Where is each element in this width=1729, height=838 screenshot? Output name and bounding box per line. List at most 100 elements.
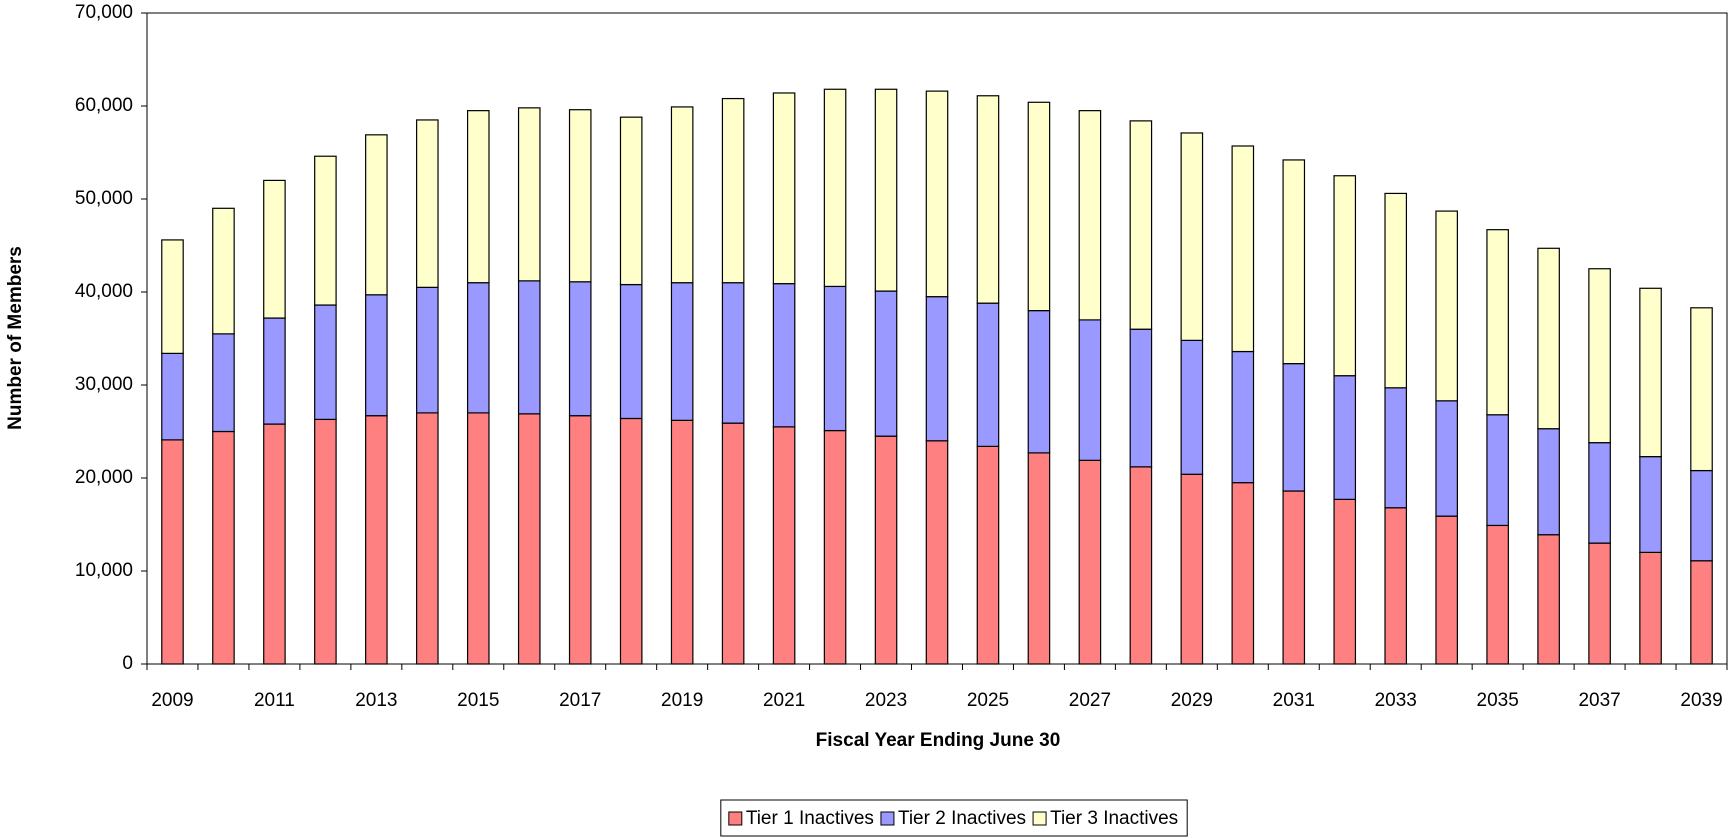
bar-segment <box>568 415 592 665</box>
bar-segment <box>721 422 745 665</box>
x-tick-label: 2021 <box>763 690 805 711</box>
bar-segment <box>1588 542 1611 665</box>
x-tick-label: 2027 <box>1069 690 1111 711</box>
bar-segment <box>517 413 541 665</box>
y-tick-label: 0 <box>122 653 133 674</box>
bar-segment <box>721 97 745 284</box>
x-tick-label: 2035 <box>1477 690 1519 711</box>
bar-segment <box>823 285 847 432</box>
bar-segment <box>212 333 235 433</box>
y-tick-label: 10,000 <box>75 560 133 581</box>
bar-segment <box>1588 268 1611 444</box>
bar-segment <box>1537 534 1560 665</box>
y-tick-label: 50,000 <box>75 188 133 209</box>
x-tick-label: 2037 <box>1578 690 1620 711</box>
legend-swatch <box>1032 811 1047 826</box>
x-axis-title: Fiscal Year Ending June 30 <box>816 730 1061 751</box>
bar-segment <box>1690 469 1713 562</box>
bar-segment <box>619 283 643 420</box>
bar-segment <box>772 283 796 428</box>
legend-box <box>720 799 1188 837</box>
bar-segment <box>466 282 490 414</box>
bar-segment <box>823 88 847 288</box>
bar-segment <box>1384 387 1408 509</box>
bar-segment <box>416 286 439 414</box>
bar-segment <box>212 430 235 665</box>
bar-segment <box>1231 350 1255 484</box>
bar-segment <box>568 109 592 283</box>
bar-segment <box>1639 456 1662 553</box>
x-tick-label: 2013 <box>355 690 397 711</box>
bar-segment <box>976 302 1000 447</box>
legend-swatch <box>728 811 743 826</box>
y-tick-label: 40,000 <box>75 281 133 302</box>
bar-segment <box>1282 490 1306 665</box>
bar-segment <box>1231 482 1255 665</box>
bar-segment <box>925 296 949 442</box>
bar-segment <box>925 440 949 665</box>
bar-segment <box>1537 247 1560 430</box>
x-tick-label: 2025 <box>967 690 1009 711</box>
x-tick-label: 2029 <box>1171 690 1213 711</box>
x-tick-label: 2039 <box>1680 690 1722 711</box>
bar-segment <box>976 445 1000 665</box>
y-tick-label: 60,000 <box>75 95 133 116</box>
bar-segment <box>1078 110 1102 321</box>
bar-segment <box>416 412 439 665</box>
bar-segment <box>1435 515 1458 665</box>
bar-segment <box>1129 328 1153 468</box>
x-tick-label: 2023 <box>865 690 907 711</box>
bar-segment <box>1282 159 1306 365</box>
bar-segment <box>1435 400 1458 517</box>
bar-segment <box>1027 101 1051 312</box>
bar-segment <box>466 110 490 284</box>
bar-segment <box>925 90 949 298</box>
bar-segment <box>619 417 643 665</box>
bar-segment <box>1180 132 1204 341</box>
bar-segment <box>466 412 490 665</box>
bar-segment <box>263 179 286 319</box>
bar-segment <box>1333 375 1357 500</box>
x-tick-label: 2015 <box>457 690 499 711</box>
legend-label: Tier 1 Inactives <box>746 808 874 829</box>
bar-segment <box>1639 287 1662 458</box>
bar-segment <box>1282 363 1306 492</box>
bar-segment <box>212 207 235 335</box>
bar-segment <box>823 429 847 665</box>
bar-segment <box>263 317 286 425</box>
bar-segment <box>1639 551 1662 665</box>
bar-segment <box>1486 524 1509 665</box>
x-tick-label: 2009 <box>151 690 193 711</box>
bar-segment <box>1027 452 1051 665</box>
bar-segment <box>1690 560 1713 665</box>
legend-label: Tier 3 Inactives <box>1050 808 1178 829</box>
bar-segment <box>1129 466 1153 665</box>
bar-segment <box>1129 120 1153 330</box>
bar-segment <box>161 439 184 665</box>
bar-segment <box>1078 459 1102 665</box>
bar-segment <box>365 294 388 417</box>
y-tick-label: 30,000 <box>75 374 133 395</box>
bar-segment <box>314 418 337 665</box>
bar-segment <box>161 239 184 354</box>
bar-segment <box>263 423 286 665</box>
bar-segment <box>670 419 694 665</box>
bar-segment <box>670 282 694 421</box>
bar-segment <box>1180 473 1204 665</box>
x-tick-label: 2011 <box>254 690 295 711</box>
bar-segment <box>1537 428 1560 536</box>
bar-segment <box>1027 310 1051 454</box>
x-tick-label: 2031 <box>1273 690 1315 711</box>
x-tick-label: 2019 <box>661 690 703 711</box>
bar-segment <box>1690 307 1713 472</box>
bar-segment <box>670 106 694 284</box>
bar-segment <box>1486 229 1509 416</box>
bar-segment <box>1588 442 1611 544</box>
bar-segment <box>1435 210 1458 402</box>
x-tick-label: 2017 <box>559 690 601 711</box>
bar-segment <box>1333 498 1357 665</box>
bar-segment <box>517 280 541 415</box>
bar-segment <box>874 290 898 437</box>
